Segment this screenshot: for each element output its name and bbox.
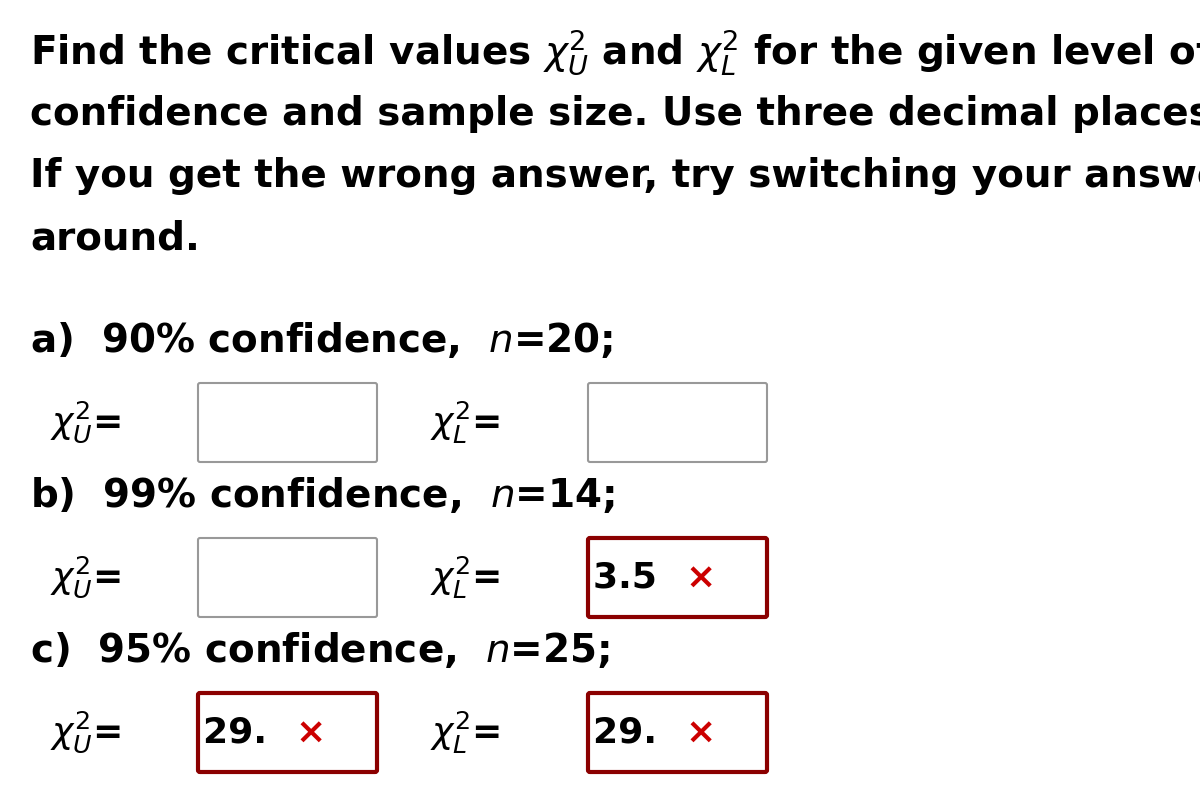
Text: ×: × xyxy=(295,716,325,750)
FancyBboxPatch shape xyxy=(198,693,377,772)
Text: $\chi_U^2$=: $\chi_U^2$= xyxy=(50,400,121,445)
Text: ×: × xyxy=(685,716,715,750)
FancyBboxPatch shape xyxy=(198,538,377,617)
Text: b)  99% confidence,  $n$=14;: b) 99% confidence, $n$=14; xyxy=(30,475,614,515)
FancyBboxPatch shape xyxy=(198,383,377,462)
Text: $\chi_L^2$=: $\chi_L^2$= xyxy=(430,400,500,446)
Text: Find the critical values $\chi_U^2$ and $\chi_L^2$ for the given level of: Find the critical values $\chi_U^2$ and … xyxy=(30,27,1200,77)
FancyBboxPatch shape xyxy=(588,383,767,462)
Text: confidence and sample size. Use three decimal places. Hint:: confidence and sample size. Use three de… xyxy=(30,95,1200,133)
Text: around.: around. xyxy=(30,219,200,257)
Text: $\chi_L^2$=: $\chi_L^2$= xyxy=(430,709,500,755)
FancyBboxPatch shape xyxy=(588,538,767,617)
Text: $\chi_U^2$=: $\chi_U^2$= xyxy=(50,710,121,755)
Text: a)  90% confidence,  $n$=20;: a) 90% confidence, $n$=20; xyxy=(30,320,613,360)
Text: 29.: 29. xyxy=(593,716,670,750)
FancyBboxPatch shape xyxy=(588,693,767,772)
Text: ×: × xyxy=(685,560,715,595)
Text: $\chi_L^2$=: $\chi_L^2$= xyxy=(430,555,500,600)
Text: c)  95% confidence,  $n$=25;: c) 95% confidence, $n$=25; xyxy=(30,630,610,670)
Text: 3.5: 3.5 xyxy=(593,560,670,595)
Text: $\chi_U^2$=: $\chi_U^2$= xyxy=(50,555,121,600)
Text: 29.: 29. xyxy=(203,716,280,750)
Text: If you get the wrong answer, try switching your answers: If you get the wrong answer, try switchi… xyxy=(30,157,1200,195)
